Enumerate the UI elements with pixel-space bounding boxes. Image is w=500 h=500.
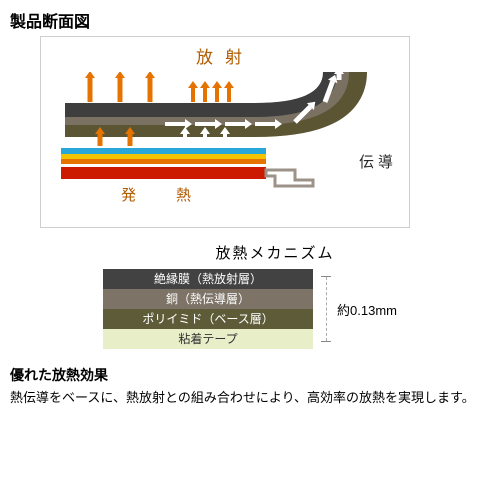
dimension-line — [321, 276, 331, 342]
cross-section-diagram: 放射 発熱 伝導 — [40, 36, 410, 228]
layer-row: ポリイミド（ベース層） — [103, 309, 313, 329]
mechanism-title: 放熱メカニズム — [10, 242, 490, 263]
effect-subtitle: 優れた放熱効果 — [10, 365, 490, 385]
layer-row: 絶縁膜（熱放射層） — [103, 269, 313, 289]
dimension-callout: 約0.13mm — [321, 276, 397, 342]
conduct-label: 伝導 — [359, 151, 397, 172]
layer-stack: 絶縁膜（熱放射層）銅（熱伝導層）ポリイミド（ベース層）粘着テープ — [103, 269, 313, 349]
radiate-label: 放射 — [55, 43, 395, 68]
layer-row: 粘着テープ — [103, 329, 313, 349]
layer-row: 銅（熱伝導層） — [103, 289, 313, 309]
effect-desc: 熱伝導をベースに、熱放射との組み合わせにより、高効率の放熱を実現します。 — [10, 389, 490, 408]
dimension-label: 約0.13mm — [337, 300, 397, 319]
page-title: 製品断面図 — [10, 8, 490, 32]
heat-label: 発熱 — [121, 184, 231, 205]
layer-stack-wrap: 絶縁膜（熱放射層）銅（熱伝導層）ポリイミド（ベース層）粘着テープ 約0.13mm — [10, 269, 490, 349]
